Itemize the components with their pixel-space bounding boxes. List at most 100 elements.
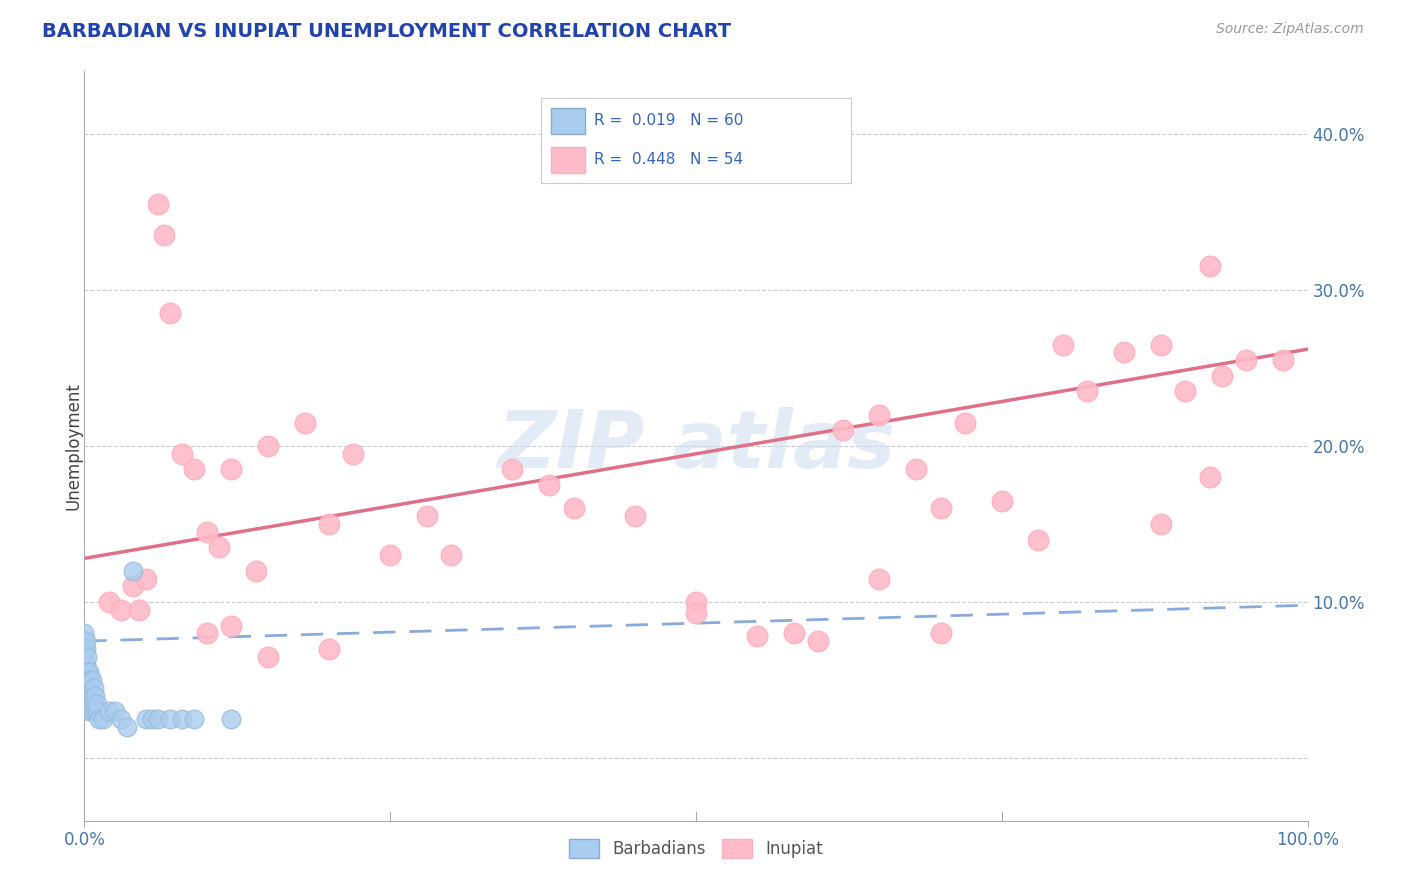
Point [76, 681, 98, 695]
Point [183, 712, 205, 726]
Point [75, 642, 97, 657]
Point [219, 712, 242, 726]
Point [73, 634, 96, 648]
Point [110, 603, 132, 617]
Point [75, 673, 97, 687]
Bar [551, 108, 585, 134]
Point [87, 712, 110, 726]
Point [73, 649, 96, 664]
Point [1052, 337, 1074, 351]
Point [440, 548, 463, 563]
Point [1150, 337, 1173, 351]
Point [869, 572, 891, 586]
Text: BARBADIAN VS INUPIAT UNEMPLOYMENT CORRELATION CHART: BARBADIAN VS INUPIAT UNEMPLOYMENT CORREL… [42, 22, 731, 41]
Point [538, 478, 561, 492]
Point [1174, 384, 1197, 399]
Point [104, 705, 127, 719]
Point [257, 649, 280, 664]
Point [685, 606, 707, 620]
Point [135, 712, 157, 726]
Point [685, 595, 707, 609]
Point [146, 197, 169, 211]
Point [76, 649, 98, 664]
Point [82, 705, 104, 719]
Point [73, 665, 96, 680]
Point [159, 306, 181, 320]
Point [77, 689, 100, 703]
Point [195, 524, 218, 539]
Point [76, 697, 98, 711]
Point [183, 462, 205, 476]
Point [83, 681, 105, 695]
Point [195, 626, 218, 640]
Point [219, 618, 242, 632]
Point [73, 689, 96, 703]
Point [929, 626, 952, 640]
Point [929, 501, 952, 516]
Point [77, 681, 100, 695]
Point [73, 642, 96, 657]
Y-axis label: Unemployment: Unemployment [65, 382, 82, 510]
Point [831, 424, 853, 438]
Point [77, 665, 100, 680]
Point [110, 712, 132, 726]
Bar [551, 147, 585, 173]
Point [73, 697, 96, 711]
Point [77, 665, 100, 680]
Point [75, 689, 97, 703]
Point [1198, 470, 1220, 484]
Point [122, 580, 145, 594]
Point [73, 626, 96, 640]
Point [80, 673, 103, 687]
Point [97, 595, 120, 609]
Point [245, 564, 267, 578]
Point [1076, 384, 1098, 399]
Point [115, 720, 138, 734]
Point [79, 689, 101, 703]
Point [73, 657, 96, 672]
Point [76, 665, 98, 680]
Point [1272, 353, 1295, 368]
Point [97, 705, 120, 719]
Point [318, 517, 340, 532]
Point [141, 712, 163, 726]
Point [1150, 517, 1173, 532]
Text: ZIP atlas: ZIP atlas [496, 407, 896, 485]
Point [79, 673, 101, 687]
Point [84, 705, 107, 719]
Legend: Barbadians, Inupiat: Barbadians, Inupiat [562, 832, 830, 864]
Point [318, 642, 340, 657]
Point [153, 228, 176, 243]
Point [76, 673, 98, 687]
Text: R =  0.019   N = 60: R = 0.019 N = 60 [593, 113, 744, 128]
Point [73, 673, 96, 687]
Point [905, 462, 928, 476]
Point [77, 673, 100, 687]
Point [747, 630, 769, 644]
Point [783, 626, 806, 640]
Point [502, 462, 524, 476]
Point [208, 541, 231, 555]
Point [1211, 368, 1233, 383]
Point [75, 634, 97, 648]
Point [257, 439, 280, 453]
Point [219, 462, 242, 476]
Point [80, 689, 103, 703]
Point [416, 509, 439, 524]
Point [869, 408, 891, 422]
Point [86, 705, 108, 719]
Point [73, 681, 96, 695]
Point [82, 689, 104, 703]
Point [1236, 353, 1258, 368]
Point [807, 634, 830, 648]
Point [135, 572, 157, 586]
Point [83, 697, 105, 711]
Point [77, 689, 100, 703]
Point [1198, 260, 1220, 274]
Point [77, 697, 100, 711]
Point [91, 712, 114, 726]
Point [77, 705, 100, 719]
Point [79, 697, 101, 711]
Point [1114, 345, 1136, 359]
Text: Source: ZipAtlas.com: Source: ZipAtlas.com [1216, 22, 1364, 37]
